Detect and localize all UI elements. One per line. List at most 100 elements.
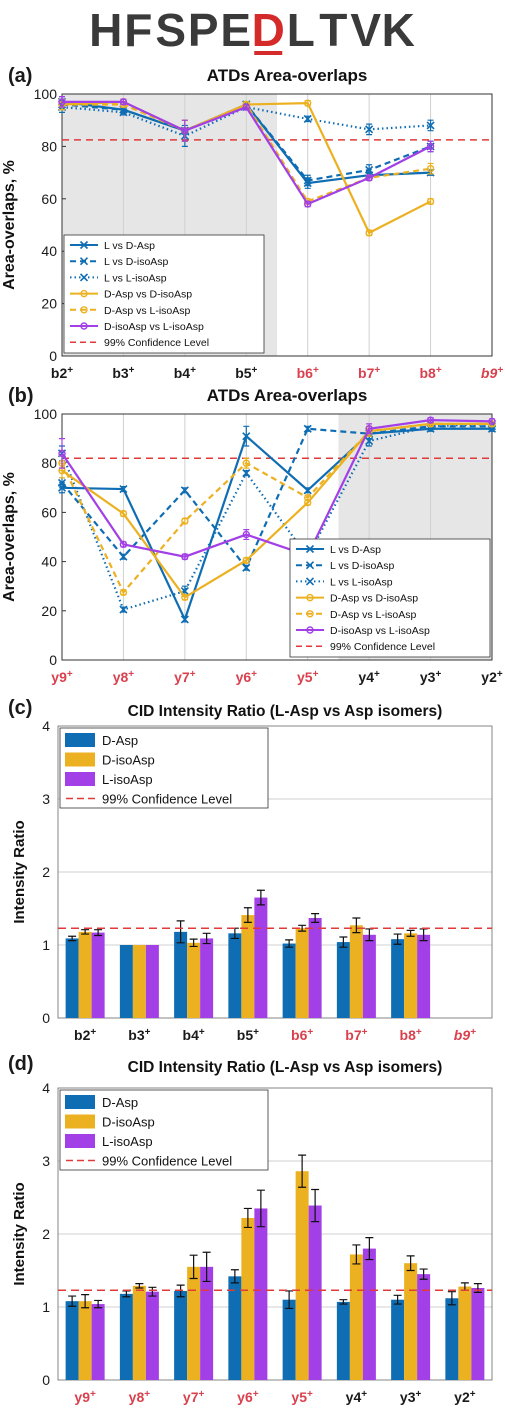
error-bar [285, 939, 294, 948]
sequence-letter: D [252, 4, 285, 56]
error-bar [81, 1293, 90, 1309]
sequence-letter: P [188, 4, 219, 56]
panel-label: (a) [8, 65, 32, 87]
y-tick-label: 60 [41, 191, 57, 207]
x-tick-superscript: + [190, 669, 196, 680]
y-tick-label: 4 [42, 718, 50, 734]
panel-label: (d) [8, 1053, 34, 1075]
data-point [119, 484, 128, 494]
x-tick-text: b8 [419, 365, 436, 380]
y-tick-label: 100 [34, 86, 58, 102]
y-tick-label: 0 [49, 652, 57, 668]
data-point [119, 108, 128, 117]
data-point [242, 468, 251, 478]
x-tick-text: b9 [481, 365, 498, 380]
data-point [242, 103, 250, 111]
x-tick-label: b8+ [419, 365, 441, 381]
error-bar [339, 936, 348, 948]
y-axis-label: Area-overlaps, % [1, 472, 18, 602]
chart-title: ATDs Area-overlaps [207, 66, 368, 85]
x-tick-text: y8 [129, 1389, 145, 1405]
legend-entry: L vs D-isoAsp [330, 560, 395, 572]
bar [254, 897, 268, 1018]
legend-marker [306, 593, 314, 602]
error-bar [135, 1283, 144, 1289]
legend-entry: 99% Confidence Level [330, 641, 435, 653]
data-point [181, 517, 189, 525]
error-bar [230, 1269, 239, 1284]
legend-entry: D-Asp vs D-isoAsp [330, 593, 418, 605]
series-line [61, 427, 492, 623]
x-tick-text: y5 [297, 669, 313, 685]
legend-marker [80, 322, 88, 330]
x-tick-superscript: + [361, 1389, 367, 1400]
plot-frame [61, 413, 493, 661]
y-tick-label: 20 [41, 603, 57, 619]
y-tick-label: 3 [42, 791, 50, 807]
legend-entry: D-Asp vs L-isoAsp [330, 609, 417, 621]
x-tick-superscript: + [416, 1027, 422, 1038]
y-tick-label: 4 [42, 1080, 50, 1096]
x-tick-label: y9+ [74, 1389, 96, 1406]
data-point [119, 588, 128, 597]
data-point [242, 432, 251, 441]
legend-marker [305, 577, 315, 586]
error-bar [365, 1237, 374, 1261]
legend-entry: D-Asp vs L-isoAsp [104, 305, 191, 317]
data-point [426, 197, 435, 206]
x-tick-text: b2 [74, 1027, 91, 1043]
x-tick-label: b9+ [454, 1027, 476, 1044]
bar [362, 934, 376, 1018]
data-point [181, 126, 189, 135]
chart-title: CID Intensity Ratio (L-Asp vs Asp isomer… [128, 1059, 443, 1076]
legend-entry: D-Asp [102, 733, 138, 748]
y-axis-label: Intensity Ratio [11, 820, 28, 923]
legend-marker [79, 273, 89, 282]
x-tick-label: b5+ [237, 1027, 259, 1044]
data-point [119, 552, 128, 561]
x-tick-label: b7+ [358, 365, 380, 381]
data-point [57, 478, 67, 487]
bar [362, 1248, 376, 1380]
legend-entry: L vs L-isoAsp [330, 576, 393, 588]
data-point [365, 436, 374, 446]
sequence-letter: L [287, 4, 315, 56]
error-bar [176, 920, 185, 944]
sequence-letter: H [89, 4, 122, 56]
error-bar [148, 1286, 157, 1297]
bar [174, 931, 188, 1018]
data-point [242, 530, 250, 539]
legend-swatch [65, 733, 95, 747]
data-point [119, 540, 128, 549]
legend-marker [79, 257, 89, 266]
data-point [488, 417, 496, 426]
bar [308, 917, 322, 1018]
x-tick-text: b6 [297, 365, 314, 380]
error-bar [202, 1251, 211, 1283]
data-point [181, 552, 189, 561]
x-tick-superscript: + [190, 365, 196, 376]
legend-entry: L vs D-isoAsp [104, 256, 169, 268]
error-bar [393, 933, 402, 945]
bar [145, 945, 159, 1018]
x-tick-text: b7 [345, 1027, 362, 1043]
legend-swatch [65, 1114, 95, 1129]
bar [404, 1263, 418, 1380]
legend-marker [306, 626, 314, 634]
error-bar [68, 1295, 77, 1307]
bar [336, 942, 350, 1018]
x-tick-superscript: + [90, 1027, 96, 1038]
bar [282, 943, 296, 1018]
x-tick-label: y5+ [291, 1389, 313, 1406]
bar [119, 945, 133, 1018]
bar [445, 1298, 459, 1380]
x-tick-superscript: + [362, 1027, 368, 1038]
x-tick-text: y5 [291, 1389, 307, 1405]
bar [228, 1276, 242, 1380]
data-point [304, 493, 312, 502]
x-tick-label: y6+ [236, 669, 258, 686]
x-tick-label: y4+ [346, 1389, 368, 1406]
bar [132, 1285, 146, 1380]
bar [91, 932, 105, 1018]
